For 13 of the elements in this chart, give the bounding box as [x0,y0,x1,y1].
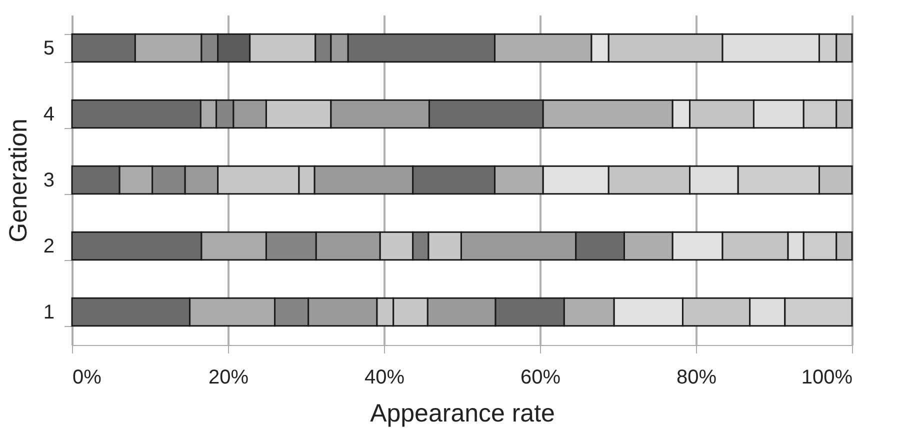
y-tick-label: 5 [43,38,54,60]
x-tick-label: 0% [72,366,102,388]
y-tick-label: 2 [43,236,54,258]
x-tick-label: 60% [520,366,561,388]
x-axis-title: Appearance rate [370,400,555,428]
x-tick-label: 40% [364,366,405,388]
x-tick-label: 80% [676,366,717,388]
y-axis-title: Generation [4,118,32,242]
x-tick-label: 100% [801,366,853,388]
x-tick-label: 20% [208,366,249,388]
y-tick-label: 4 [43,104,54,126]
y-tick-label: 1 [43,302,54,324]
y-tick-label: 3 [43,170,54,192]
